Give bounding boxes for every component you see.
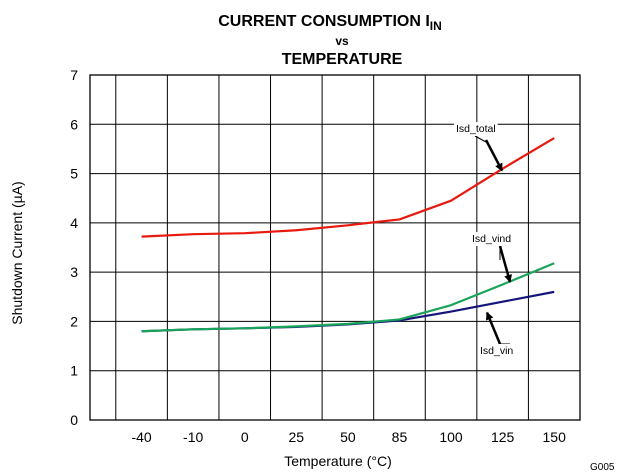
chart-title: CURRENT CONSUMPTION IIN vs TEMPERATURE [218,13,442,68]
series-line-isd-total [141,137,555,238]
y-tick-label: 2 [70,313,78,329]
plot-frame [89,74,581,421]
x-tick-label: 50 [340,429,356,445]
x-tick-label: -10 [183,429,203,445]
x-tick-label: 25 [289,429,305,445]
arrow-isd-total [484,139,504,172]
annotation-background [470,232,514,246]
title-temperature: TEMPERATURE [282,51,403,68]
arrow-isd-vin [485,311,502,345]
leader-isd-total [474,135,487,143]
annotation-isd-vind: Isd_vind [472,233,511,245]
x-tick-label: 150 [543,429,567,445]
annotation-isd-vin: Isd_vin [480,345,513,357]
title-main: CURRENT CONSUMPTION I [218,13,430,30]
arrow-isd-vind [498,245,512,283]
x-tick-label: -40 [131,429,151,445]
x-axis-label: Temperature (°C) [284,453,392,469]
y-tick-label: 4 [70,215,78,231]
x-tick-label: 100 [439,429,463,445]
annotations: Isd_total Isd_vind Isd_vin [454,122,516,358]
y-tick-label: 3 [70,264,78,280]
y-tick-label: 0 [70,412,78,428]
y-tick-label: 5 [70,166,78,182]
figure-code: G005 [590,462,615,473]
x-tick-label: 0 [241,429,249,445]
title-vs: vs [335,34,349,48]
plot-area: 0 1 2 3 4 5 6 7 -40 -10 0 25 50 85 100 125 150 [70,67,581,445]
x-tick-label: 125 [491,429,515,445]
y-tick-label: 1 [70,363,78,379]
y-tick-label: 7 [70,67,78,83]
annotation-isd-total: Isd_total [456,123,496,135]
x-tick-label: 85 [392,429,408,445]
series-line-isd-vind [141,262,555,333]
annotation-background [478,344,516,358]
annotation-background [454,122,498,136]
y-axis-label: Shutdown Current (µA) [9,181,25,324]
svg-text:CURRENT CONSUMPTION IIN: CURRENT CONSUMPTION IIN [218,13,442,33]
y-tick-label: 6 [70,116,78,132]
title-subscript: IN [430,19,442,33]
